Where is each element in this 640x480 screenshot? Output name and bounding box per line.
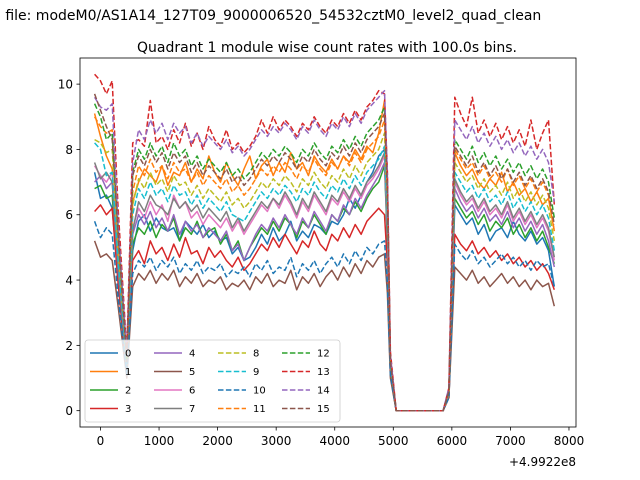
series-line-9 [94,142,556,412]
series-line-11 [93,116,556,412]
x-tick-label: 0 [97,434,105,448]
legend-label-2: 2 [125,386,131,397]
y-tick-label: 0 [65,404,73,418]
y-tick-label: 6 [65,208,73,222]
legend-label-4: 4 [189,349,195,360]
legend-label-14: 14 [317,386,330,397]
series-line-6 [93,155,556,412]
legend-label-10: 10 [253,386,266,397]
x-axis: 0 1000 2000 3000 4000 5000 6000 7000 8000 [97,427,585,448]
legend-label-13: 13 [317,367,330,378]
legend-label-6: 6 [189,386,195,397]
x-tick-label: 5000 [378,434,409,448]
series-line-7 [93,151,556,412]
x-tick-label: 8000 [554,434,585,448]
y-tick-label: 2 [65,339,73,353]
x-tick-label: 1000 [144,434,175,448]
series-line-4 [94,161,556,412]
series-line-14 [93,89,556,412]
series-line-5 [93,240,556,412]
legend-box [84,339,341,423]
series-lines [93,73,556,412]
y-tick-label: 8 [65,143,73,157]
x-tick-label: 7000 [495,434,526,448]
x-tick-label: 4000 [319,434,350,448]
x-offset-label: +4.9922e8 [509,455,576,469]
figure-suptitle: n file: modeM0/AS1A14_127T09_9000006520_… [0,8,541,24]
x-tick-label: 3000 [261,434,292,448]
legend-label-11: 11 [253,404,266,415]
chart-title: Quadrant 1 module wise count rates with … [137,40,517,56]
series-line-10 [93,221,556,412]
legend-label-15: 15 [317,404,330,415]
legend-label-5: 5 [189,367,195,378]
legend-label-1: 1 [125,367,131,378]
x-tick-label: 6000 [437,434,468,448]
y-tick-label: 4 [65,274,73,288]
series-line-12 [93,103,556,412]
x-tick-label: 2000 [202,434,233,448]
plot-area-frame [79,57,577,428]
legend-label-12: 12 [317,349,330,360]
y-tick-label: 10 [58,78,73,92]
legend-label-3: 3 [125,404,131,415]
legend-label-0: 0 [125,349,131,360]
legend-label-9: 9 [253,367,259,378]
legend-label-8: 8 [253,349,259,360]
series-line-15 [93,93,556,412]
y-axis: 0 2 4 6 8 10 [58,78,80,418]
legend-label-7: 7 [189,404,195,415]
series-line-13 [94,73,556,412]
series-line-3 [94,204,556,412]
series-line-8 [94,132,556,412]
